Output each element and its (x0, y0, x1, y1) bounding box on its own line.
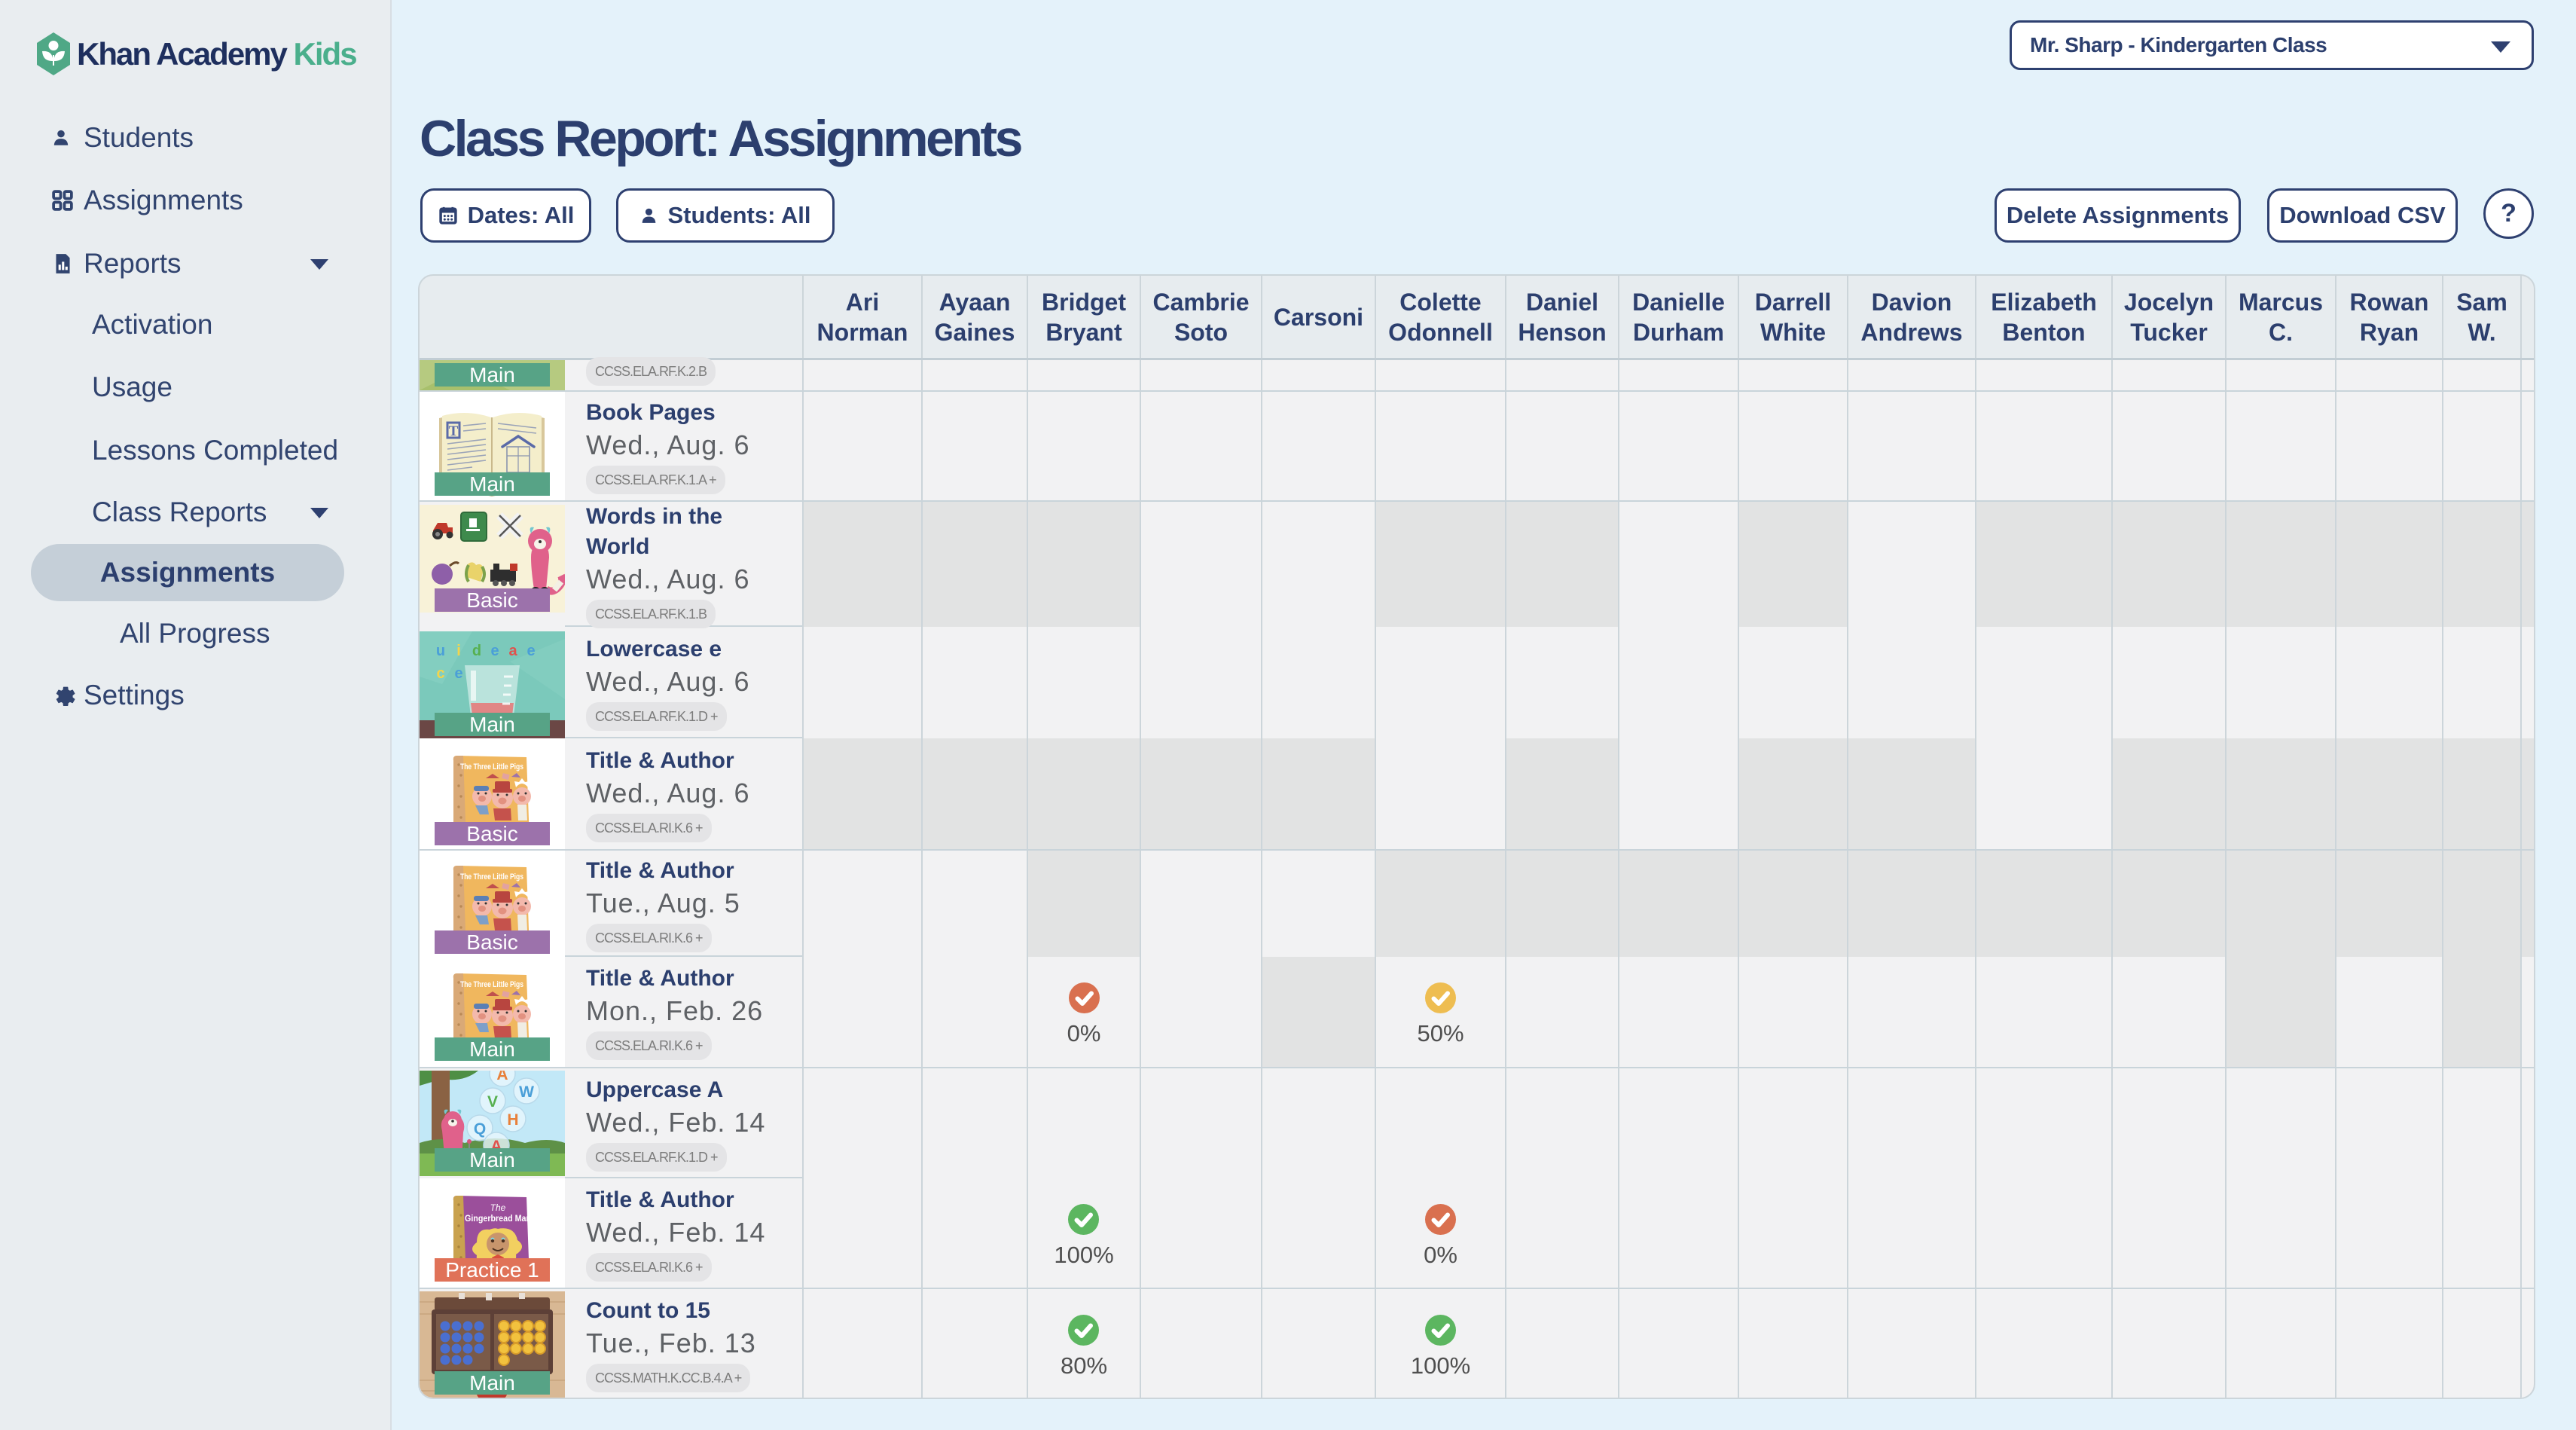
svg-text:The Three Little Pigs: The Three Little Pigs (460, 980, 523, 989)
svg-text:T: T (449, 423, 459, 439)
svg-text:The: The (490, 1202, 506, 1213)
svg-text:V: V (487, 1093, 498, 1111)
svg-text:a: a (508, 643, 517, 659)
svg-text:e: e (526, 643, 535, 659)
svg-text:i: i (456, 643, 461, 659)
svg-text:c: c (436, 665, 444, 682)
svg-text:A: A (496, 1071, 508, 1083)
svg-text:Gingerbread Man: Gingerbread Man (465, 1213, 531, 1224)
svg-text:H: H (507, 1111, 518, 1129)
svg-text:The Three Little Pigs: The Three Little Pigs (460, 762, 523, 772)
svg-text:u: u (436, 643, 445, 659)
svg-text:d: d (472, 643, 481, 659)
svg-text:W: W (519, 1083, 534, 1101)
svg-text:Q: Q (474, 1120, 486, 1138)
svg-text:The Three Little Pigs: The Three Little Pigs (460, 872, 523, 882)
svg-text:e: e (490, 643, 499, 659)
svg-text:e: e (454, 665, 462, 682)
